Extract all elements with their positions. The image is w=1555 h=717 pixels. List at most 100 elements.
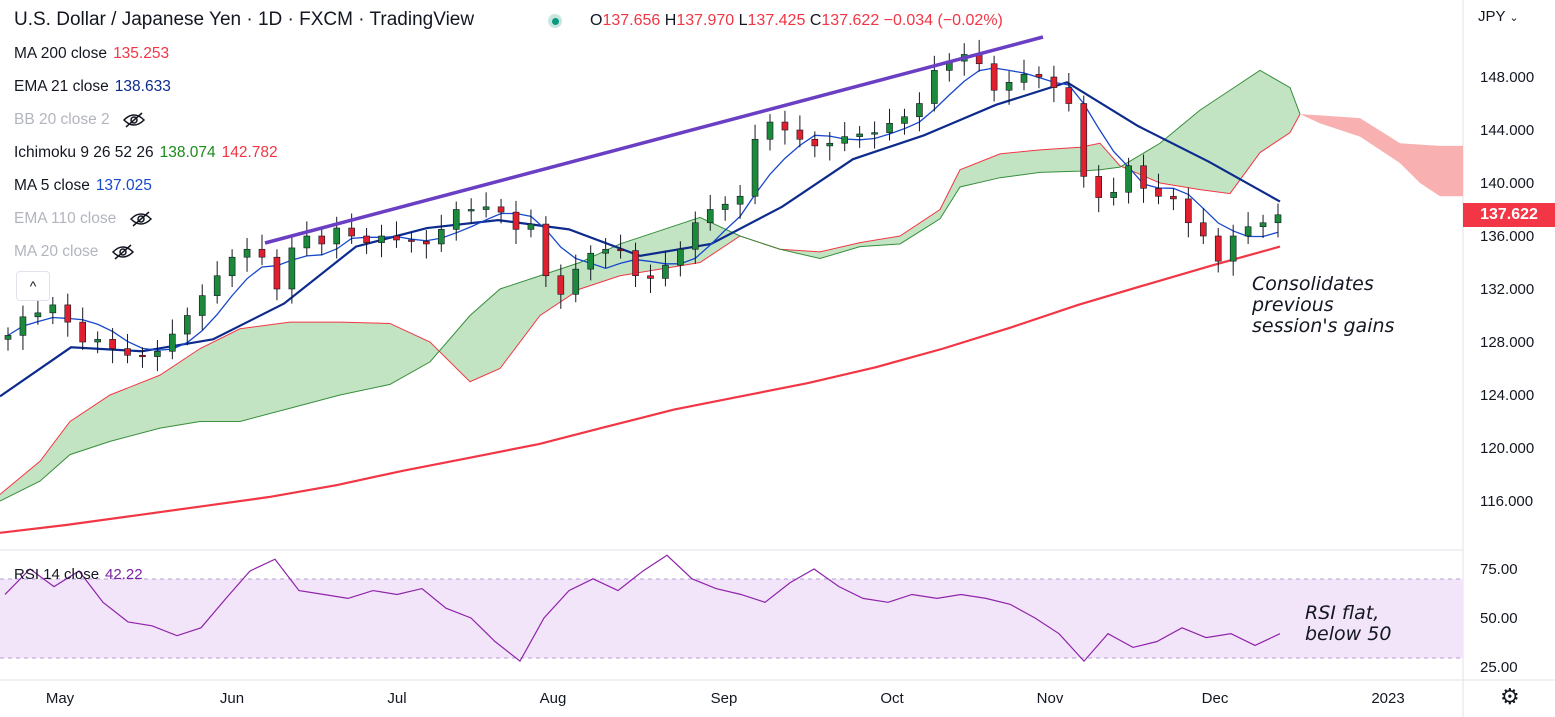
candle xyxy=(886,108,893,141)
candle-body xyxy=(1035,74,1043,78)
y-tick-label: 120.000 xyxy=(1480,440,1534,457)
rsi-band xyxy=(0,579,1463,658)
high-value: 137.970 xyxy=(676,12,735,29)
candle-body xyxy=(94,339,101,343)
candle xyxy=(1199,208,1207,244)
note-line: RSI flat, xyxy=(1305,602,1380,624)
candle xyxy=(64,293,72,337)
candle xyxy=(303,221,311,256)
note-line: Consolidates xyxy=(1252,273,1374,295)
ichimoku-cloud xyxy=(0,70,1300,501)
candle-body xyxy=(393,235,400,241)
open-label: O xyxy=(590,12,603,29)
legend-label: MA 5 close xyxy=(14,177,90,194)
settings-gear-icon[interactable]: ⚙ xyxy=(1500,684,1520,709)
legend-rsi[interactable]: RSI 14 close 42.22 xyxy=(14,566,143,583)
candle xyxy=(363,228,370,254)
candle xyxy=(647,264,654,293)
candle xyxy=(1214,228,1222,273)
currency-selector[interactable]: JPY ⌄ xyxy=(1478,8,1519,25)
candle-body xyxy=(677,248,684,266)
legend-ma200[interactable]: MA 200 close 135.253 xyxy=(14,45,169,63)
candle xyxy=(109,328,116,364)
candle-body xyxy=(751,138,759,197)
candle-body xyxy=(1170,195,1177,200)
candle xyxy=(288,236,296,304)
candle-body xyxy=(452,209,460,230)
legend-ema21[interactable]: EMA 21 close 138.633 xyxy=(14,78,171,96)
candle-body xyxy=(333,227,341,245)
collapse-legend-button[interactable]: ^ xyxy=(16,271,50,301)
candle xyxy=(1170,188,1177,211)
candle xyxy=(228,249,236,288)
candle-body xyxy=(811,138,819,147)
note-line: below 50 xyxy=(1305,623,1392,645)
candle xyxy=(990,55,998,102)
ma200-line xyxy=(0,245,1281,534)
candle-body xyxy=(1050,76,1058,88)
x-tick-label: 2023 xyxy=(1371,690,1404,707)
candle-body xyxy=(871,132,878,135)
y-tick-label: 116.000 xyxy=(1480,493,1533,510)
candle xyxy=(781,110,789,145)
candle xyxy=(1095,165,1103,213)
candle-body xyxy=(19,316,27,336)
y-tick-label: 144.000 xyxy=(1480,122,1534,139)
rsi-tick-label: 50.00 xyxy=(1480,610,1518,627)
candle xyxy=(706,194,714,231)
candle-body xyxy=(124,348,131,356)
candle-body xyxy=(632,250,639,277)
candle-body xyxy=(183,315,191,335)
candle-body xyxy=(497,206,505,213)
candle-body xyxy=(1259,222,1267,228)
candle xyxy=(49,296,57,325)
candle-body xyxy=(318,235,326,245)
candle-body xyxy=(139,354,146,358)
price-annotation: Consolidates previous session's gains xyxy=(1252,274,1394,337)
candle xyxy=(811,131,819,158)
candle xyxy=(154,340,161,372)
x-tick-label: Aug xyxy=(540,690,567,707)
candle-body xyxy=(1095,176,1103,198)
candle-body xyxy=(243,248,251,258)
legend-value-2: 142.782 xyxy=(221,144,278,161)
legend-bb20[interactable]: BB 20 close 2 xyxy=(14,111,146,129)
candle-body xyxy=(1214,235,1222,262)
candle xyxy=(572,254,580,303)
candle-body xyxy=(467,209,475,212)
legend-ma5[interactable]: MA 5 close 137.025 xyxy=(14,177,152,195)
hidden-eye-icon[interactable] xyxy=(122,112,146,128)
candle-body xyxy=(154,350,161,357)
open-value: 137.656 xyxy=(602,12,661,29)
x-tick-label: Sep xyxy=(711,690,738,707)
change-value: −0.034 (−0.02%) xyxy=(883,12,1003,29)
candle xyxy=(512,200,520,244)
legend-label: Ichimoku 9 26 52 26 xyxy=(14,144,154,161)
candle-body xyxy=(213,275,221,296)
candle-body xyxy=(1110,191,1117,198)
candle xyxy=(423,230,430,259)
candle xyxy=(677,241,684,277)
legend-label: BB 20 close 2 xyxy=(14,111,110,128)
candle-body xyxy=(1065,87,1073,104)
candle-body xyxy=(706,209,714,224)
rsi-tick-label: 25.00 xyxy=(1480,659,1518,676)
candle-body xyxy=(1229,235,1237,262)
candle-body xyxy=(1244,226,1252,237)
candle xyxy=(467,198,475,225)
ichimoku-future-cloud xyxy=(1300,114,1463,197)
legend-ma20[interactable]: MA 20 close xyxy=(14,243,135,261)
candle xyxy=(617,234,624,259)
legend-ema110[interactable]: EMA 110 close xyxy=(14,210,153,228)
legend-ichimoku[interactable]: Ichimoku 9 26 52 26 138.074 142.782 xyxy=(14,144,278,162)
hidden-eye-icon[interactable] xyxy=(111,244,135,260)
y-tick-label: 124.000 xyxy=(1480,387,1534,404)
candle xyxy=(871,121,878,149)
ichimoku-span-b xyxy=(0,69,1301,502)
hidden-eye-icon[interactable] xyxy=(129,211,153,227)
candle-body xyxy=(228,256,236,277)
candle xyxy=(662,250,669,287)
candle xyxy=(796,115,804,148)
candle xyxy=(1005,71,1013,105)
candle xyxy=(4,327,12,351)
